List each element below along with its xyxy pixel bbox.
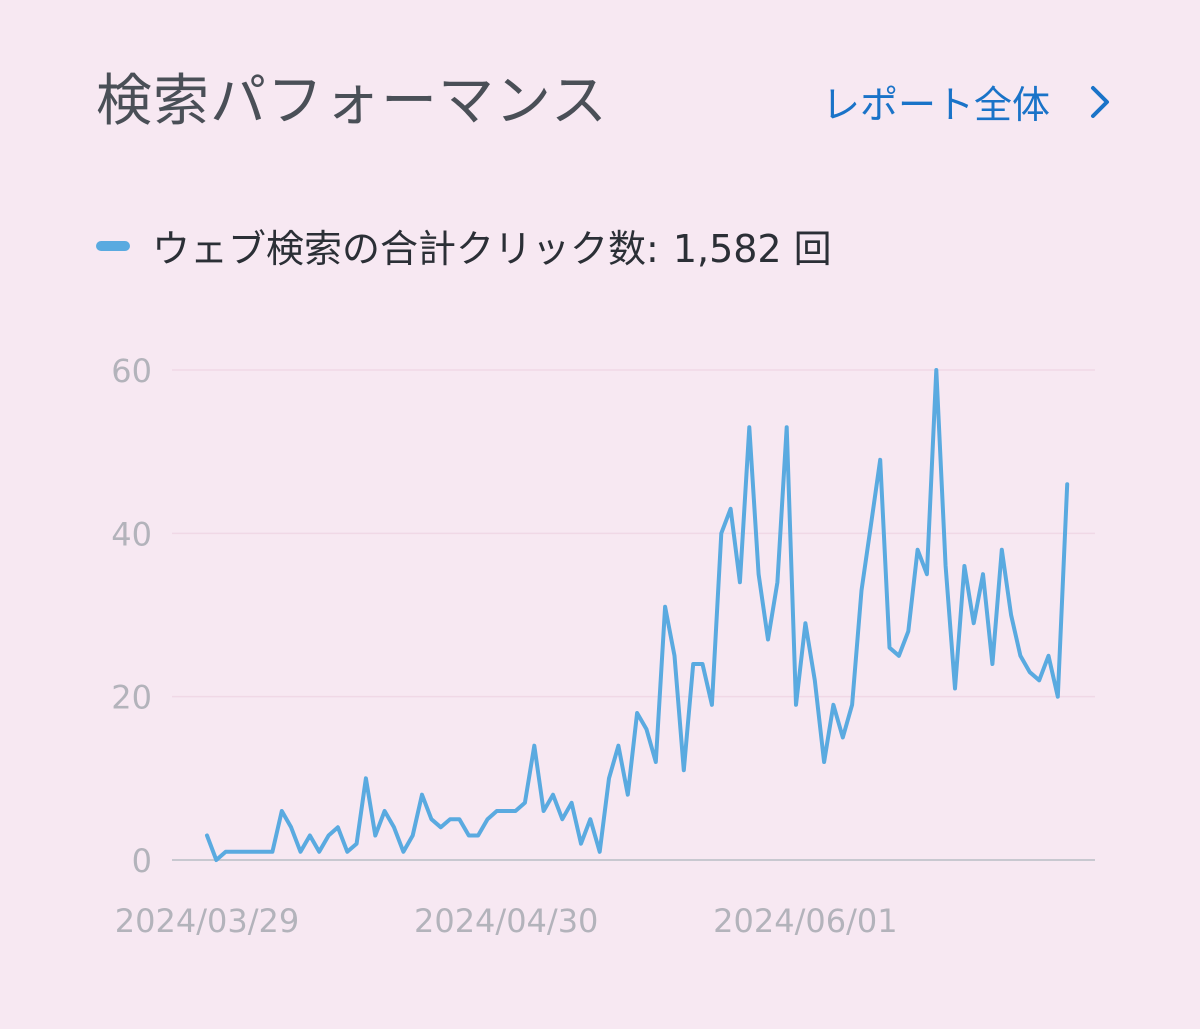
y-tick-label: 0	[132, 842, 152, 880]
legend-swatch	[96, 240, 130, 251]
y-tick-label: 40	[111, 515, 152, 553]
x-tick-label: 2024/06/01	[713, 902, 897, 940]
x-tick-label: 2024/04/30	[414, 902, 598, 940]
legend-label: ウェブ検索の合計クリック数:	[152, 227, 659, 271]
page-title: 検索パフォーマンス	[96, 69, 608, 134]
chevron-right-icon	[1091, 85, 1109, 118]
full-report-link[interactable]: レポート全体	[822, 74, 1112, 129]
y-tick-label: 20	[111, 679, 152, 717]
series-line	[205, 368, 1070, 862]
y-tick-label: 60	[111, 352, 152, 390]
x-tick-label: 2024/03/29	[115, 902, 299, 940]
chart-legend[interactable]: ウェブ検索の合計クリック数: 1,582 回	[96, 218, 832, 273]
full-report-label: レポート全体	[821, 83, 1050, 127]
legend-total: 1,582 回	[672, 227, 832, 271]
